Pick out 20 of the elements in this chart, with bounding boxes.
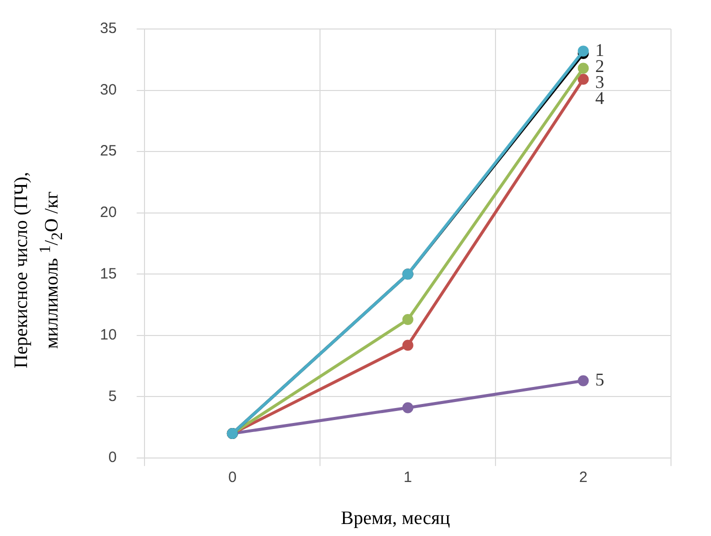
y-tick-label: 0 [108,449,117,466]
point [402,340,414,351]
y-tick-label: 20 [100,204,117,221]
y-tick-label: 15 [100,265,117,282]
point [578,375,589,386]
point [578,46,589,57]
y-tick-label: 10 [100,326,117,344]
point [578,74,589,85]
x-tick-label: 1 [404,469,412,486]
y-tick-label: 5 [108,388,117,405]
x-tick-label: 2 [579,469,588,486]
point [578,62,589,74]
series-label: 5 [595,370,604,390]
x-tick-label: 0 [228,469,237,486]
x-axis-title: Время, месяц [340,508,452,530]
y-tick-label: 35 [100,20,117,38]
point [402,314,414,325]
y-tick-label: 30 [100,81,117,98]
point [402,402,414,414]
y-tick-label: 25 [100,142,117,160]
